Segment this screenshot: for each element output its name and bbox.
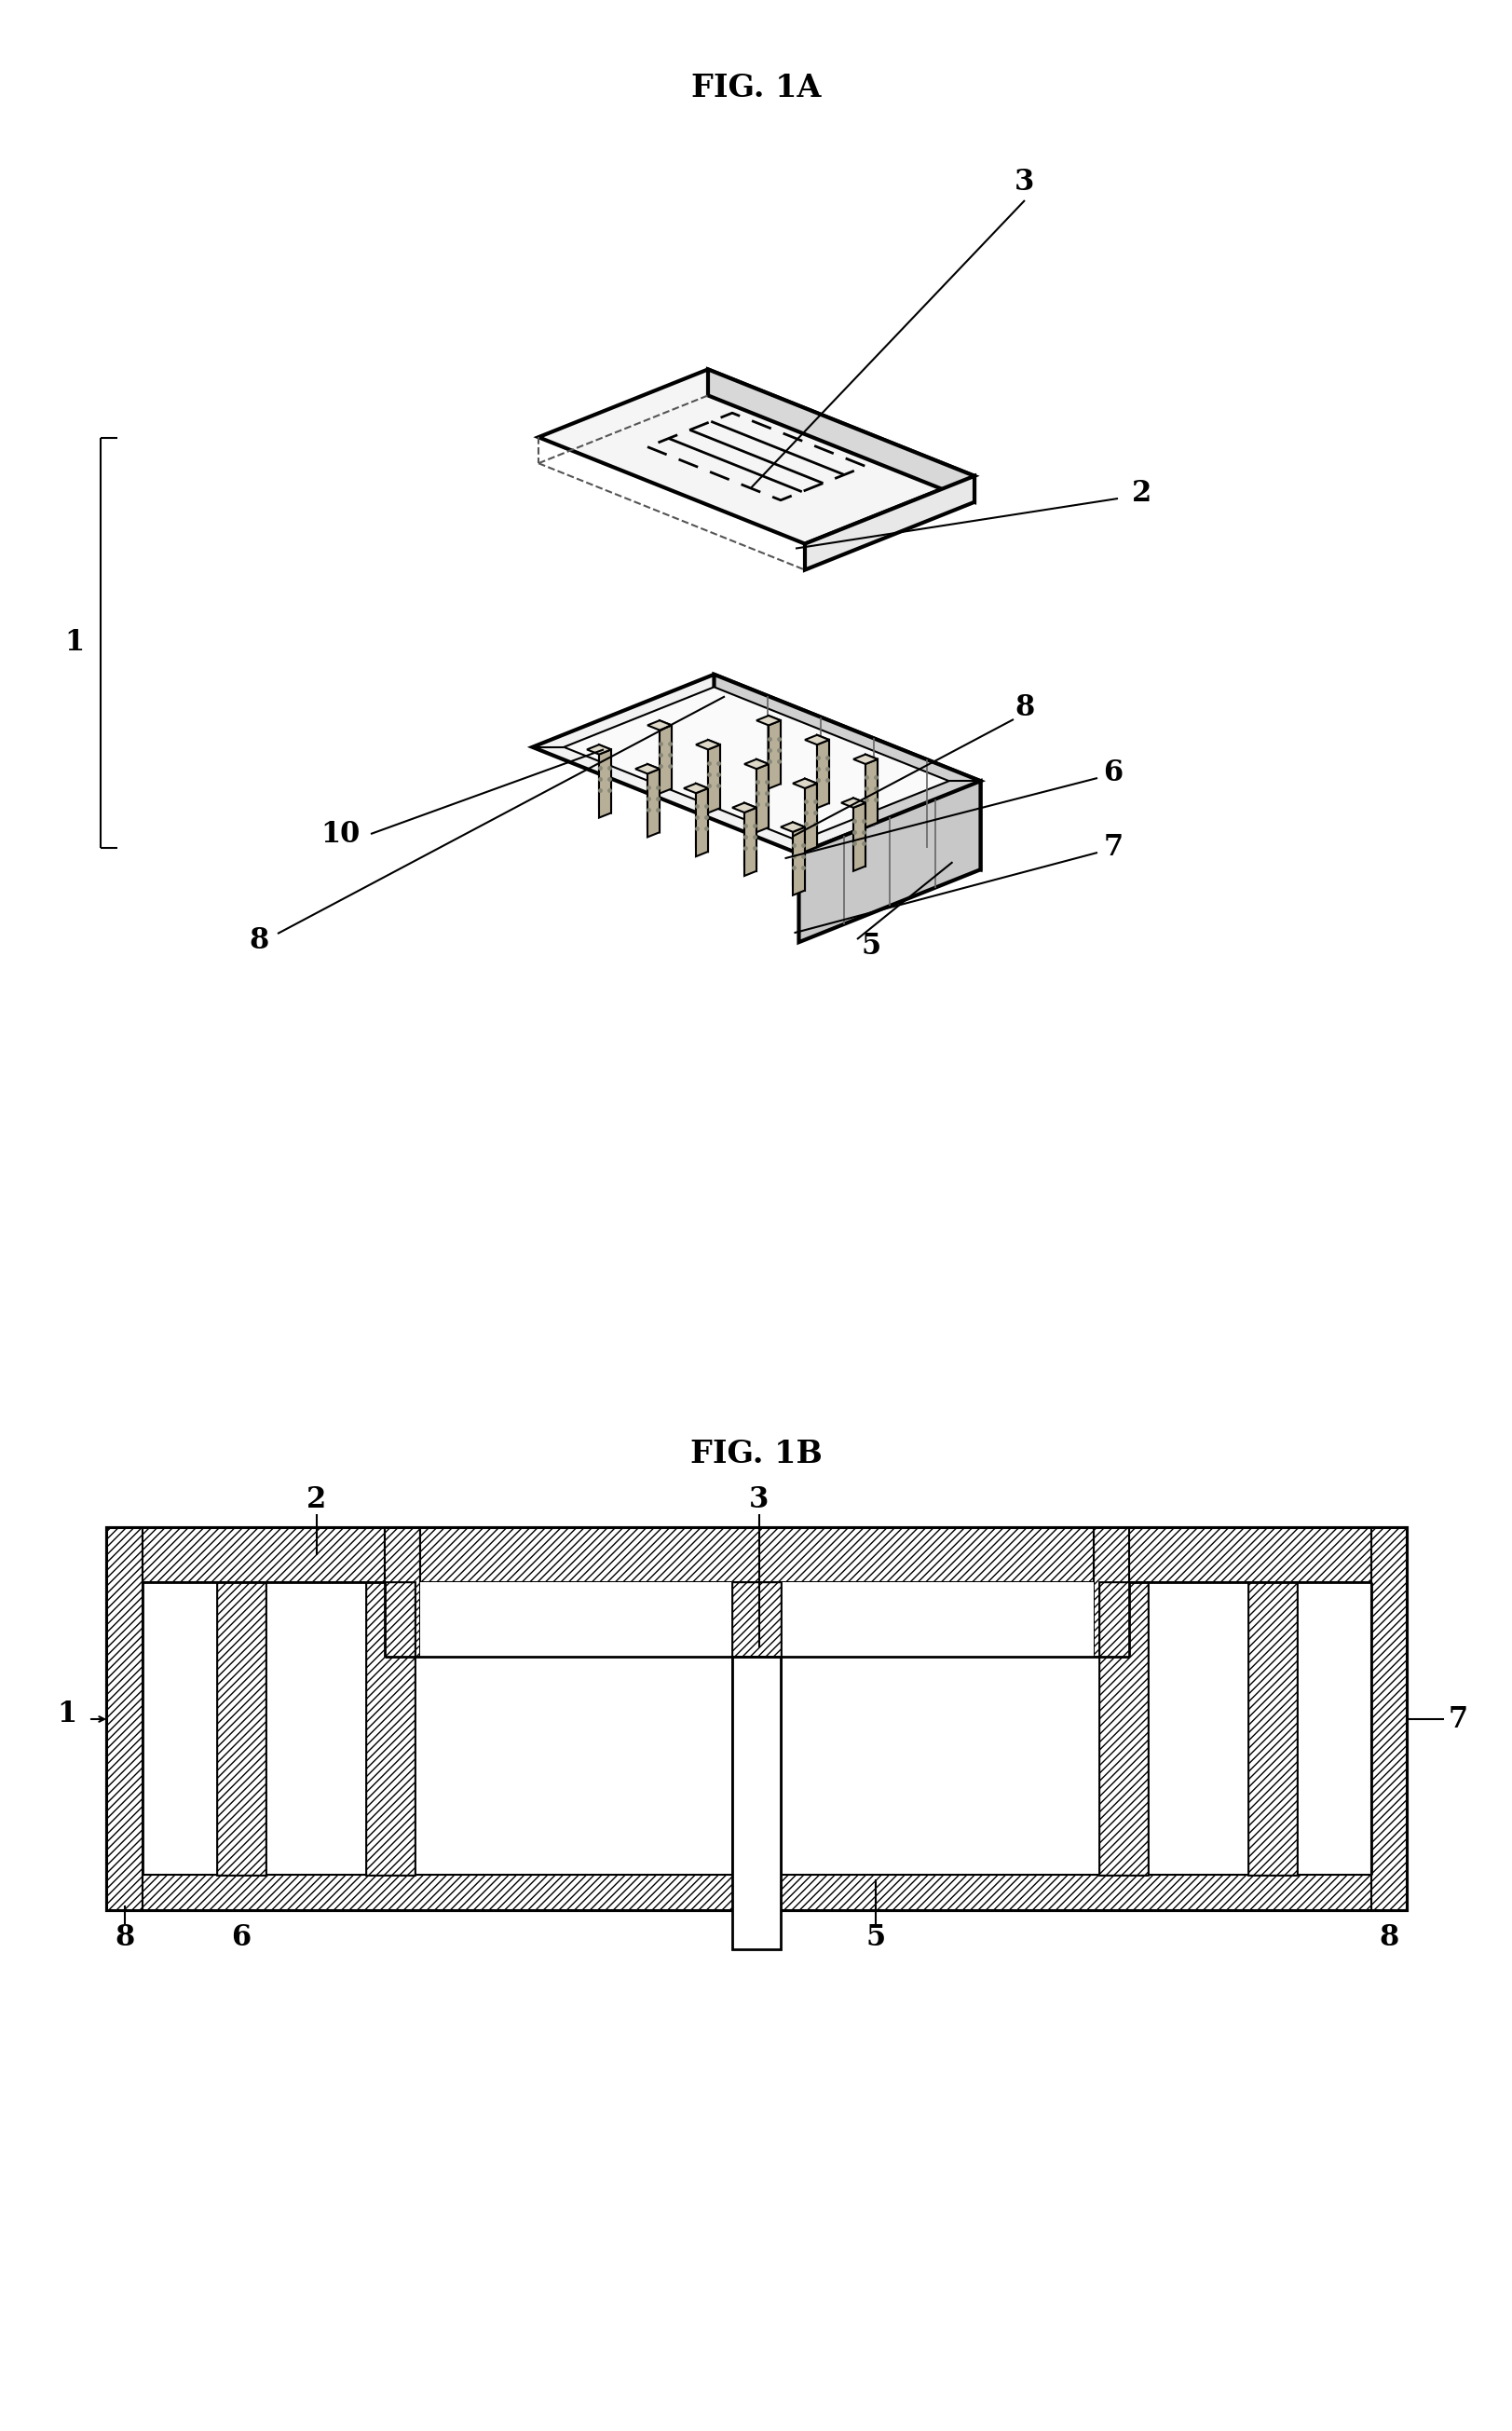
Text: 10: 10	[321, 819, 360, 848]
Bar	[216, 1583, 265, 1874]
Bar	[1099, 1583, 1148, 1874]
Polygon shape	[647, 720, 671, 729]
Text: 5: 5	[865, 1923, 885, 1952]
Bar	[732, 1583, 780, 1874]
Polygon shape	[853, 797, 865, 865]
Polygon shape	[714, 673, 980, 870]
Polygon shape	[798, 780, 980, 943]
Polygon shape	[599, 749, 611, 817]
Text: 3: 3	[1015, 168, 1034, 197]
Text: FIG. 1A: FIG. 1A	[691, 73, 821, 105]
Polygon shape	[816, 734, 829, 802]
Bar	[1128, 1529, 1370, 1583]
Text: 2: 2	[307, 1485, 327, 1515]
Text: 5: 5	[860, 931, 880, 960]
Polygon shape	[804, 783, 816, 851]
Bar	[107, 1529, 1406, 1911]
Polygon shape	[659, 724, 671, 793]
Polygon shape	[696, 783, 708, 851]
Polygon shape	[696, 788, 708, 856]
Polygon shape	[792, 778, 816, 788]
Polygon shape	[865, 754, 877, 822]
Bar	[732, 1656, 780, 1950]
Polygon shape	[780, 822, 804, 831]
Text: 8: 8	[1379, 1923, 1399, 1952]
Polygon shape	[756, 758, 768, 827]
Polygon shape	[768, 720, 780, 788]
Polygon shape	[708, 370, 974, 503]
Bar	[384, 1529, 420, 1656]
Text: 1: 1	[57, 1699, 77, 1728]
Polygon shape	[841, 797, 865, 807]
Polygon shape	[587, 744, 611, 754]
Bar	[107, 1529, 142, 1911]
Polygon shape	[532, 673, 980, 853]
Text: 3: 3	[748, 1485, 768, 1515]
Bar	[366, 1583, 414, 1874]
Bar	[1247, 1583, 1296, 1874]
Polygon shape	[744, 802, 756, 870]
Text: 8: 8	[249, 926, 269, 955]
Bar	[420, 1529, 1093, 1583]
Text: 6: 6	[1102, 758, 1122, 788]
Text: 8: 8	[115, 1923, 135, 1952]
Text: 1: 1	[65, 630, 85, 656]
Polygon shape	[635, 763, 659, 773]
Text: 7: 7	[1102, 834, 1122, 863]
Polygon shape	[804, 476, 974, 569]
Polygon shape	[804, 778, 816, 846]
Bar	[366, 1583, 414, 1874]
Polygon shape	[696, 739, 720, 749]
Text: 6: 6	[231, 1923, 251, 1952]
Polygon shape	[659, 720, 671, 788]
Bar	[1099, 1583, 1148, 1874]
Polygon shape	[756, 715, 780, 724]
Text: 10: 10	[736, 1923, 776, 1952]
Polygon shape	[744, 758, 768, 768]
Polygon shape	[853, 754, 877, 763]
Polygon shape	[792, 827, 804, 895]
Polygon shape	[564, 688, 948, 841]
Polygon shape	[792, 822, 804, 890]
Text: 2: 2	[1131, 479, 1151, 508]
Polygon shape	[744, 807, 756, 875]
Polygon shape	[768, 715, 780, 783]
Polygon shape	[647, 768, 659, 836]
Polygon shape	[599, 744, 611, 812]
Bar	[1093, 1529, 1128, 1656]
Bar	[732, 1583, 780, 1874]
Polygon shape	[865, 758, 877, 827]
Bar	[142, 1529, 384, 1583]
Polygon shape	[708, 739, 720, 807]
Bar	[1247, 1583, 1296, 1874]
Polygon shape	[853, 802, 865, 870]
Polygon shape	[538, 370, 974, 545]
Text: 8: 8	[1015, 693, 1034, 722]
Polygon shape	[708, 744, 720, 812]
Polygon shape	[804, 734, 829, 744]
Text: 7: 7	[1447, 1704, 1467, 1733]
Bar	[420, 1583, 1093, 1656]
Polygon shape	[683, 783, 708, 793]
Polygon shape	[647, 763, 659, 831]
Polygon shape	[732, 802, 756, 812]
Bar	[1370, 1529, 1406, 1911]
Bar	[142, 1874, 1370, 1911]
Bar	[216, 1583, 265, 1874]
Polygon shape	[816, 739, 829, 807]
Polygon shape	[756, 763, 768, 831]
Text: FIG. 1B: FIG. 1B	[689, 1439, 823, 1468]
